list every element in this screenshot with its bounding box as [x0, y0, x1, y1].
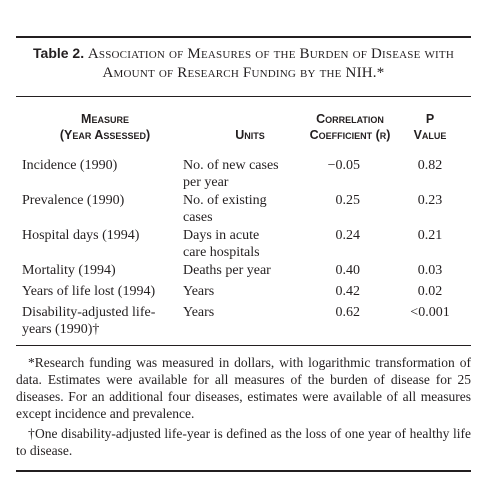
row-measure: Years of life lost (1994) [22, 283, 182, 300]
row-correlation: −0.05 [327, 158, 360, 173]
row-measure: Prevalence (1990) [22, 192, 182, 209]
row-pvalue: 0.21 [417, 228, 443, 243]
column-header-correlation-line2: Coefficient (r) [309, 128, 391, 142]
top-rule [16, 36, 471, 38]
row-measure: Mortality (1994) [22, 262, 182, 279]
row-measure-line: years (1990)† [22, 322, 100, 337]
column-header-pvalue-line2: Value [413, 128, 447, 142]
row-units-line: care hospitals [183, 245, 260, 260]
column-header-pvalue-line1: P [425, 112, 435, 126]
column-header-measure: Measure (Year Assessed) [30, 111, 180, 143]
row-units-line: No. of existing [183, 193, 267, 208]
row-units-line: per year [183, 175, 229, 190]
column-header-units: Units [190, 127, 310, 143]
row-units-line: No. of new cases [183, 158, 279, 173]
caption-rule [16, 96, 471, 97]
row-correlation: 0.25 [335, 193, 361, 208]
row-pvalue: 0.02 [417, 284, 443, 299]
row-pvalue: 0.82 [417, 158, 443, 173]
row-units-line: Years [183, 305, 215, 320]
column-header-units-line1: Units [235, 128, 265, 142]
row-pvalue: <0.001 [410, 305, 450, 320]
footnote-daly: †One disability-adjusted life-year is de… [16, 426, 471, 458]
row-units-line: Deaths per year [183, 263, 271, 278]
column-header-correlation: Correlation Coefficient (r) [290, 111, 410, 143]
bottom-rule [16, 470, 471, 472]
row-measure-line: Disability-adjusted life- [22, 305, 156, 320]
row-units: Years [183, 283, 303, 300]
caption-label: Table 2. [33, 45, 85, 61]
column-header-measure-line2: (Year Assessed) [59, 128, 151, 142]
row-measure-line: Years of life lost (1994) [22, 284, 156, 299]
footnote-rule [16, 345, 471, 346]
row-units-line: Days in acute [183, 228, 260, 243]
column-header-correlation-line1: Correlation [316, 112, 384, 126]
row-correlation: 0.42 [335, 284, 361, 299]
row-measure-line: Incidence (1990) [22, 158, 118, 173]
column-header-measure-line1: Measure [81, 112, 129, 126]
row-units: Days in acute care hospitals [183, 227, 303, 261]
row-measure: Disability-adjusted life- years (1990)† [22, 304, 187, 338]
row-units: No. of new cases per year [183, 157, 303, 191]
footnote-funding: *Research funding was measured in dollar… [16, 355, 471, 421]
row-pvalue: 0.23 [417, 193, 443, 208]
row-correlation: 0.40 [335, 263, 361, 278]
row-units: Deaths per year [183, 262, 303, 279]
row-measure-line: Hospital days (1994) [22, 228, 140, 243]
column-header-pvalue: P Value [398, 111, 462, 143]
row-measure: Hospital days (1994) [22, 227, 182, 244]
row-measure: Incidence (1990) [22, 157, 182, 174]
row-pvalue: 0.03 [417, 263, 443, 278]
row-measure-line: Prevalence (1990) [22, 193, 125, 208]
row-correlation: 0.24 [335, 228, 361, 243]
caption-title: Association of Measures of the Burden of… [87, 46, 454, 81]
table-caption: Table 2. Association of Measures of the … [16, 44, 471, 83]
row-measure-line: Mortality (1994) [22, 263, 116, 278]
row-units: No. of existing cases [183, 192, 303, 226]
row-correlation: 0.62 [335, 305, 361, 320]
row-units-line: Years [183, 284, 215, 299]
row-units: Years [183, 304, 303, 321]
row-units-line: cases [183, 210, 213, 225]
